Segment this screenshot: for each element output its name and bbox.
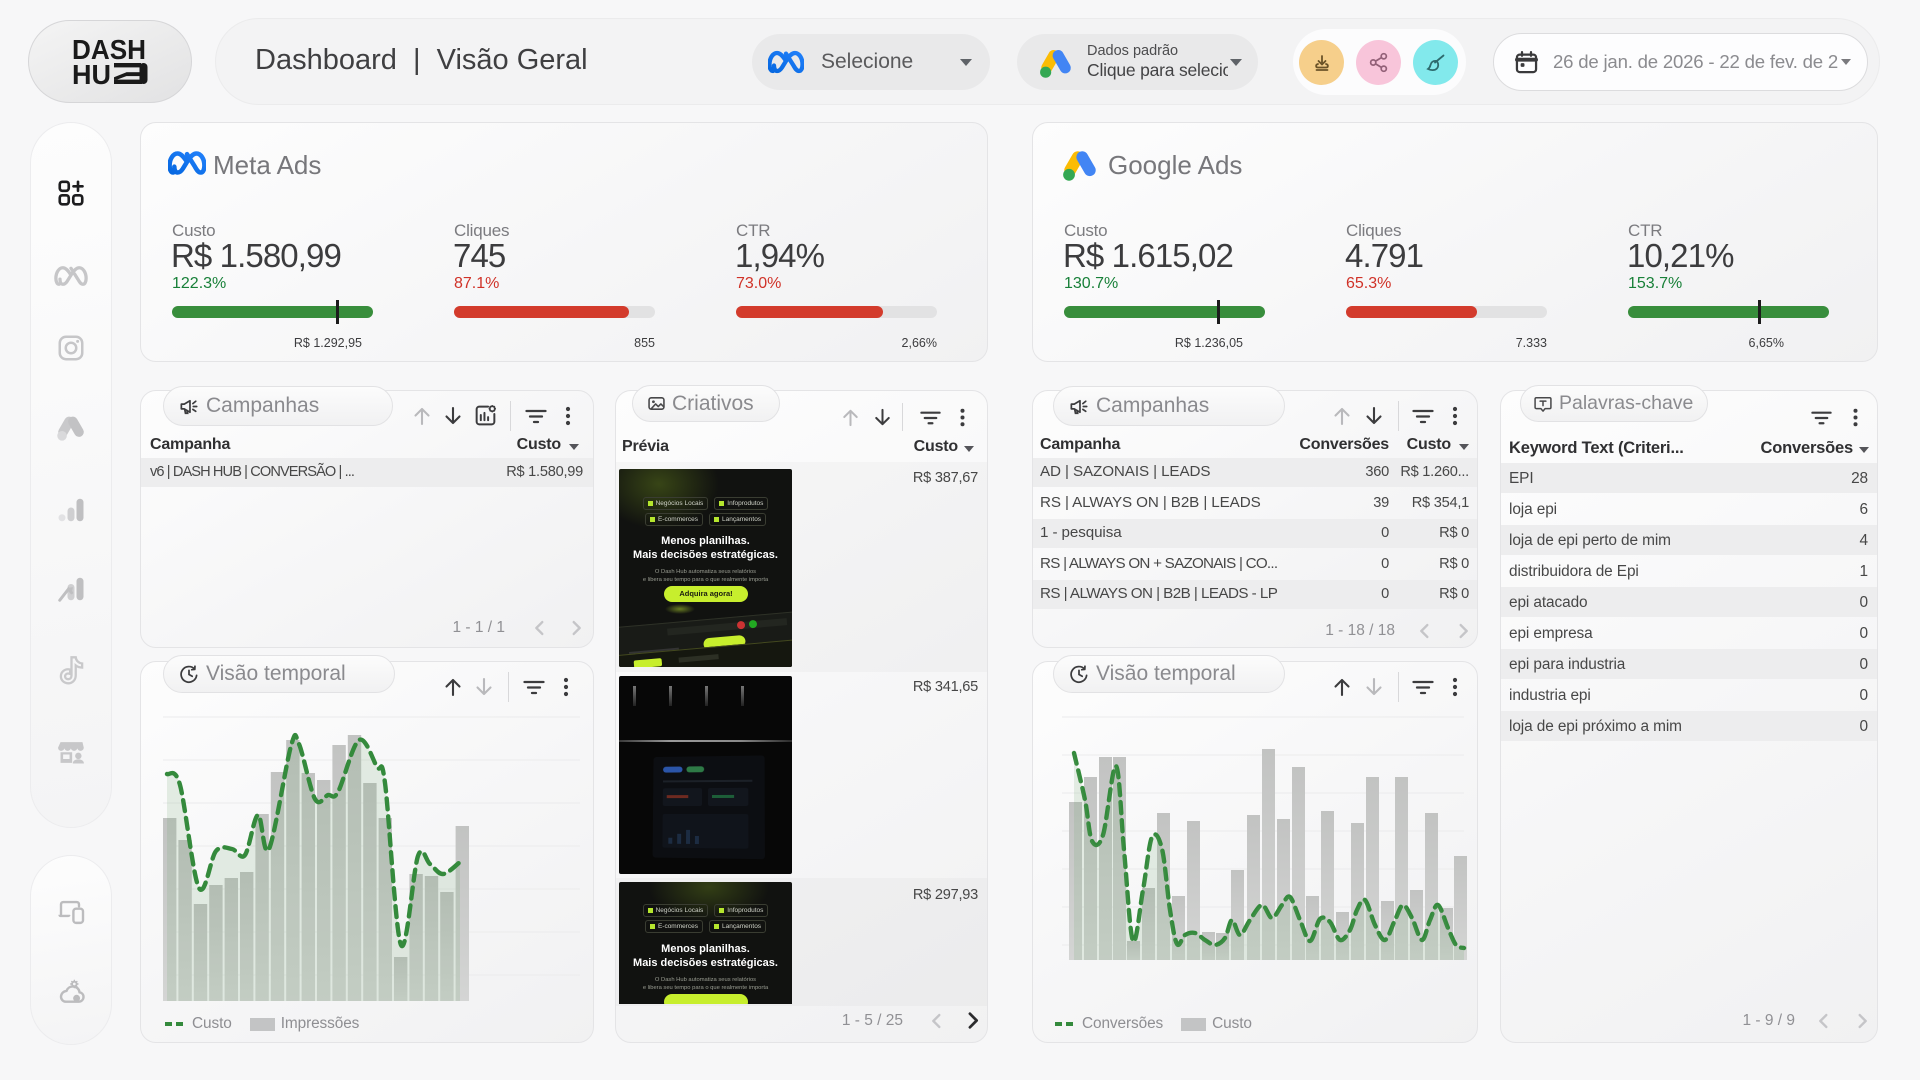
svg-text:DASH: DASH [72,39,146,65]
svg-text:HU: HU [72,59,111,85]
